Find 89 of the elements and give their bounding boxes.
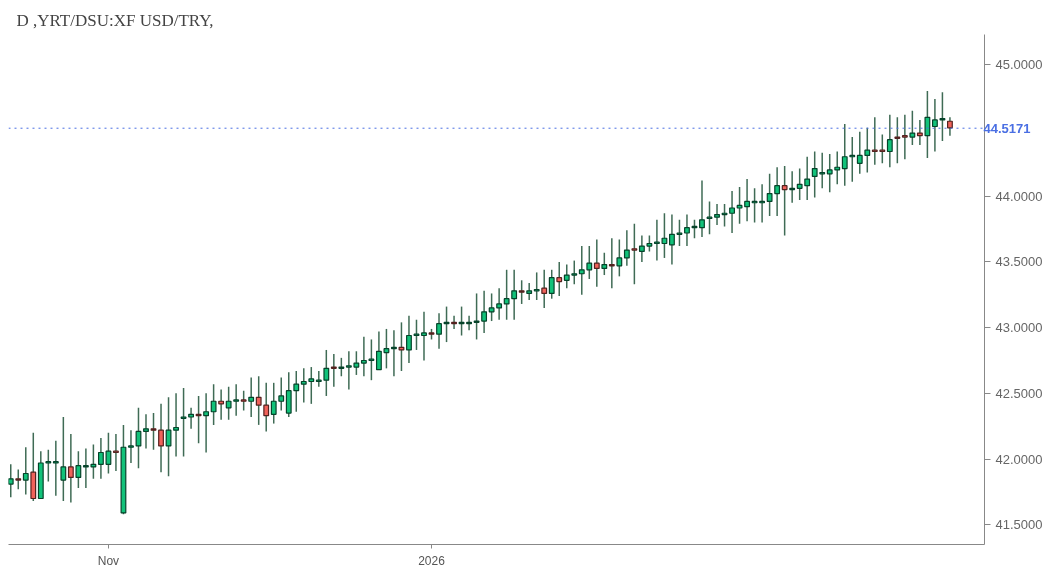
candlestick — [15, 468, 22, 491]
candlestick — [218, 388, 225, 421]
candlestick — [526, 282, 533, 301]
y-tick-label: 43.0000 — [995, 320, 1043, 336]
candlestick — [849, 136, 856, 183]
candlestick — [563, 263, 570, 289]
x-tick-label: 2026 — [418, 553, 446, 568]
candlestick — [939, 91, 946, 142]
candlestick — [496, 287, 503, 321]
candlestick — [571, 259, 578, 285]
y-tick-label: 42.0000 — [995, 451, 1043, 467]
candlestick — [398, 321, 405, 372]
y-tick-label: 45.0000 — [995, 57, 1043, 73]
candlestick — [451, 315, 457, 330]
candlestick — [533, 271, 540, 301]
candlestick — [548, 269, 555, 300]
candlestick — [255, 375, 262, 426]
x-tick-label: Nov — [97, 553, 120, 568]
candlestick — [481, 290, 488, 334]
candlestick — [638, 234, 645, 263]
candlestick — [270, 382, 277, 425]
candlestick — [406, 315, 412, 364]
candlestick — [834, 150, 841, 186]
candlestick — [52, 439, 59, 497]
candlestick — [578, 245, 585, 296]
candlestick — [684, 213, 690, 247]
y-tick-label: 44.0000 — [995, 188, 1043, 204]
candlestick — [45, 449, 52, 483]
candlestick — [886, 113, 893, 169]
candlestick — [22, 446, 29, 496]
candlestick — [188, 407, 195, 430]
candlestick — [75, 450, 82, 489]
candlestick — [894, 116, 901, 165]
candlestick — [278, 376, 285, 412]
candlestick — [826, 153, 833, 193]
chart-title: D ,YRT/DSU:XF USD/TRY, — [16, 10, 214, 30]
candlestick — [210, 383, 217, 426]
candlestick — [8, 463, 14, 498]
candlestick — [931, 98, 938, 153]
candlestick — [924, 90, 931, 159]
candlestick — [436, 312, 442, 350]
candlestick — [330, 353, 337, 388]
candlestick — [541, 269, 548, 309]
y-tick-label: 43.5000 — [995, 254, 1043, 270]
candlestick — [143, 413, 149, 450]
candlestick — [421, 311, 427, 362]
candlestick — [180, 387, 187, 458]
candlestick — [901, 113, 908, 161]
candlestick — [781, 165, 788, 237]
candlestick — [67, 433, 74, 504]
candlestick — [909, 109, 916, 146]
y-tick-label: 41.5000 — [995, 517, 1043, 533]
candlestick — [503, 269, 510, 321]
candlestick — [669, 213, 675, 266]
candlestick — [623, 229, 630, 267]
candlestick — [195, 395, 202, 445]
candlestick — [473, 292, 480, 341]
candlestick — [556, 261, 563, 297]
candlestick — [841, 123, 848, 187]
candlestick — [593, 238, 600, 288]
candlestick — [616, 238, 623, 278]
candlestick — [443, 305, 450, 343]
candlestick — [511, 269, 518, 321]
candlestick — [391, 329, 397, 377]
candlestick — [601, 251, 608, 276]
candlestick — [60, 416, 67, 502]
candlestick — [263, 382, 270, 433]
candlestick — [631, 223, 638, 285]
y-tick-label: 42.5000 — [995, 385, 1043, 401]
candlestick — [608, 237, 615, 289]
candlestick — [916, 119, 923, 146]
candlestick — [338, 357, 345, 377]
candlestick — [323, 349, 330, 397]
candlestick — [128, 429, 134, 464]
candlestick — [488, 292, 495, 322]
candlestick — [158, 403, 164, 473]
candlestick — [248, 376, 255, 418]
candlestick — [586, 245, 593, 280]
candlestick — [789, 170, 796, 204]
candlestick — [947, 116, 953, 137]
candlestick — [699, 179, 705, 238]
candlestick — [150, 412, 157, 451]
candlestick — [518, 279, 525, 305]
candlestick — [315, 370, 322, 388]
candlestick — [676, 219, 683, 247]
candlestick — [714, 203, 720, 226]
candlestick — [240, 389, 247, 412]
candlestick — [203, 392, 210, 454]
candlestick — [113, 433, 119, 472]
